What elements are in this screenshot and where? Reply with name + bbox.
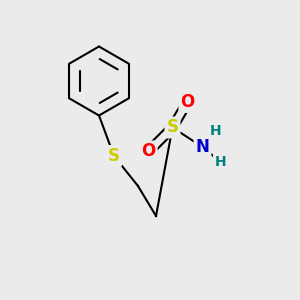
Text: S: S (108, 147, 120, 165)
Text: S: S (167, 118, 178, 136)
Text: O: O (141, 142, 156, 160)
Text: H: H (210, 124, 222, 137)
Text: H: H (215, 155, 226, 169)
Text: O: O (180, 93, 195, 111)
Text: N: N (196, 138, 209, 156)
